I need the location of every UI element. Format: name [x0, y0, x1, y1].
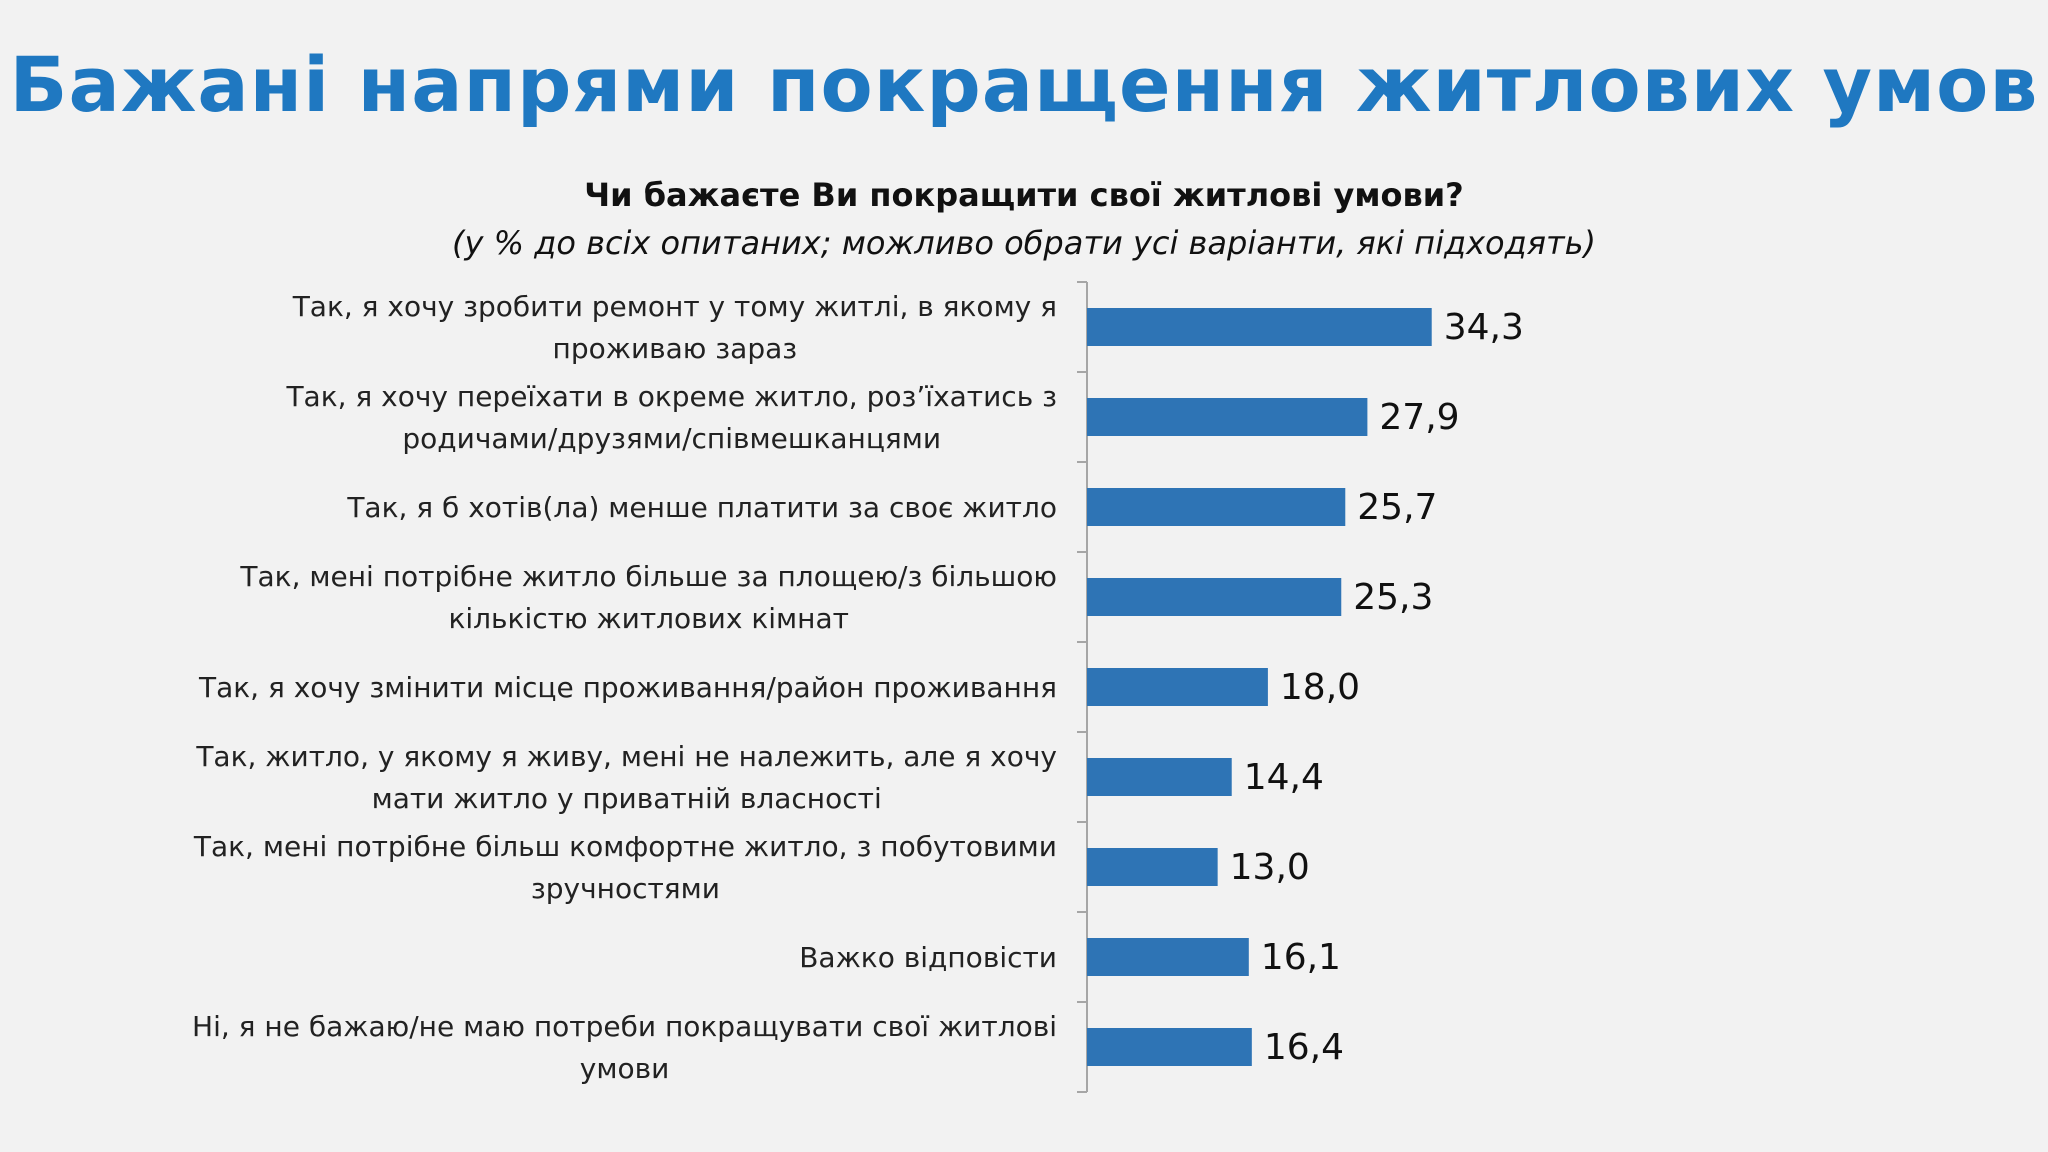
data-label: 16,4 [1264, 1027, 1344, 1068]
data-label: 13,0 [1230, 847, 1310, 888]
slide-title: Бажані напрями покращення житлових умов [9, 40, 2039, 129]
data-label: 18,0 [1280, 667, 1360, 708]
category-label: кількістю житлових кімнат [448, 602, 848, 635]
data-label: 34,3 [1444, 307, 1524, 348]
category-label: Так, я б хотів(ла) менше платити за своє… [346, 491, 1057, 524]
chart-subtitle: (у % до всіх опитаних; можливо обрати ус… [452, 224, 1596, 262]
bar [1087, 398, 1368, 436]
bar [1087, 488, 1346, 526]
category-label: проживаю зараз [553, 332, 798, 365]
data-label: 27,9 [1379, 397, 1459, 438]
bar [1087, 848, 1218, 886]
category-label: Так, я хочу змінити місце проживання/рай… [198, 671, 1057, 704]
data-label: 25,3 [1353, 577, 1433, 618]
category-label: Так, мені потрібне більш комфортне житло… [193, 830, 1057, 863]
bar [1087, 668, 1268, 706]
category-label: зручностями [531, 872, 720, 905]
category-label: Важко відповісти [799, 941, 1057, 974]
category-label: Так, я хочу переїхати в окреме житло, ро… [285, 380, 1057, 413]
category-label: Так, я хочу зробити ремонт у тому житлі,… [292, 290, 1057, 323]
chart-title: Чи бажаєте Ви покращити свої житлові умо… [584, 176, 1464, 214]
category-label: Так, житло, у якому я живу, мені не нале… [195, 740, 1057, 773]
bar [1087, 938, 1249, 976]
data-label: 25,7 [1357, 487, 1437, 528]
bar [1087, 578, 1342, 616]
category-label: Так, мені потрібне житло більше за площе… [239, 560, 1057, 593]
bar [1087, 758, 1232, 796]
data-label: 16,1 [1261, 937, 1341, 978]
category-label: мати житло у приватній власності [372, 782, 882, 815]
category-label: Ні, я не бажаю/не маю потреби покращуват… [192, 1010, 1057, 1043]
category-label: умови [580, 1052, 670, 1085]
bar [1087, 308, 1432, 346]
category-label: родичами/друзями/співмешканцями [402, 422, 941, 455]
data-label: 14,4 [1244, 757, 1324, 798]
bar [1087, 1028, 1252, 1066]
